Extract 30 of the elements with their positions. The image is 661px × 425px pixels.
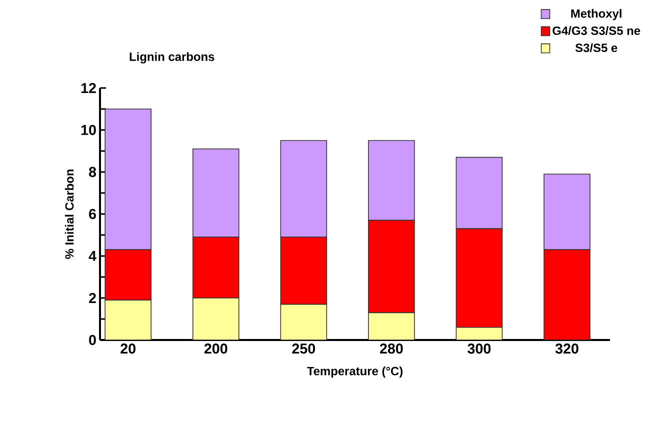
y-tick-label: 6: [89, 208, 96, 220]
bar: [368, 220, 415, 314]
bar: [368, 312, 415, 340]
y-tick-label: 2: [89, 292, 96, 304]
x-tick-label: 20: [120, 344, 136, 354]
y-tick-label: 4: [88, 251, 96, 261]
bar: [456, 327, 503, 340]
bar: [280, 236, 328, 305]
chart-title: Lignin carbons: [130, 52, 214, 64]
bar: [104, 300, 152, 340]
x-axis-title: Temperature (°C): [307, 366, 403, 378]
bar: [192, 236, 240, 298]
x-tick-label: 250: [292, 344, 316, 354]
x-tick-label: 280: [380, 344, 403, 354]
bar: [456, 228, 503, 328]
bar: [544, 249, 590, 340]
bar: [104, 249, 152, 300]
x-tick-label: 320: [555, 344, 578, 354]
y-tick-label: 8: [88, 166, 96, 178]
bar: [280, 304, 328, 340]
bar: [192, 298, 240, 340]
legend-label: Methoxyl: [571, 9, 622, 20]
x-tick-label: 300: [468, 344, 491, 354]
y-axis-title: % Initial Carbon: [64, 170, 74, 259]
legend-label: G4/G3 S3/S5 ne: [552, 26, 640, 36]
x-tick-label: 200: [204, 344, 228, 354]
y-tick-label: 12: [81, 82, 96, 94]
legend-label: S3/S5 e: [575, 43, 618, 52]
y-tick-label: 0: [89, 334, 96, 346]
y-tick-label: 10: [81, 124, 96, 136]
